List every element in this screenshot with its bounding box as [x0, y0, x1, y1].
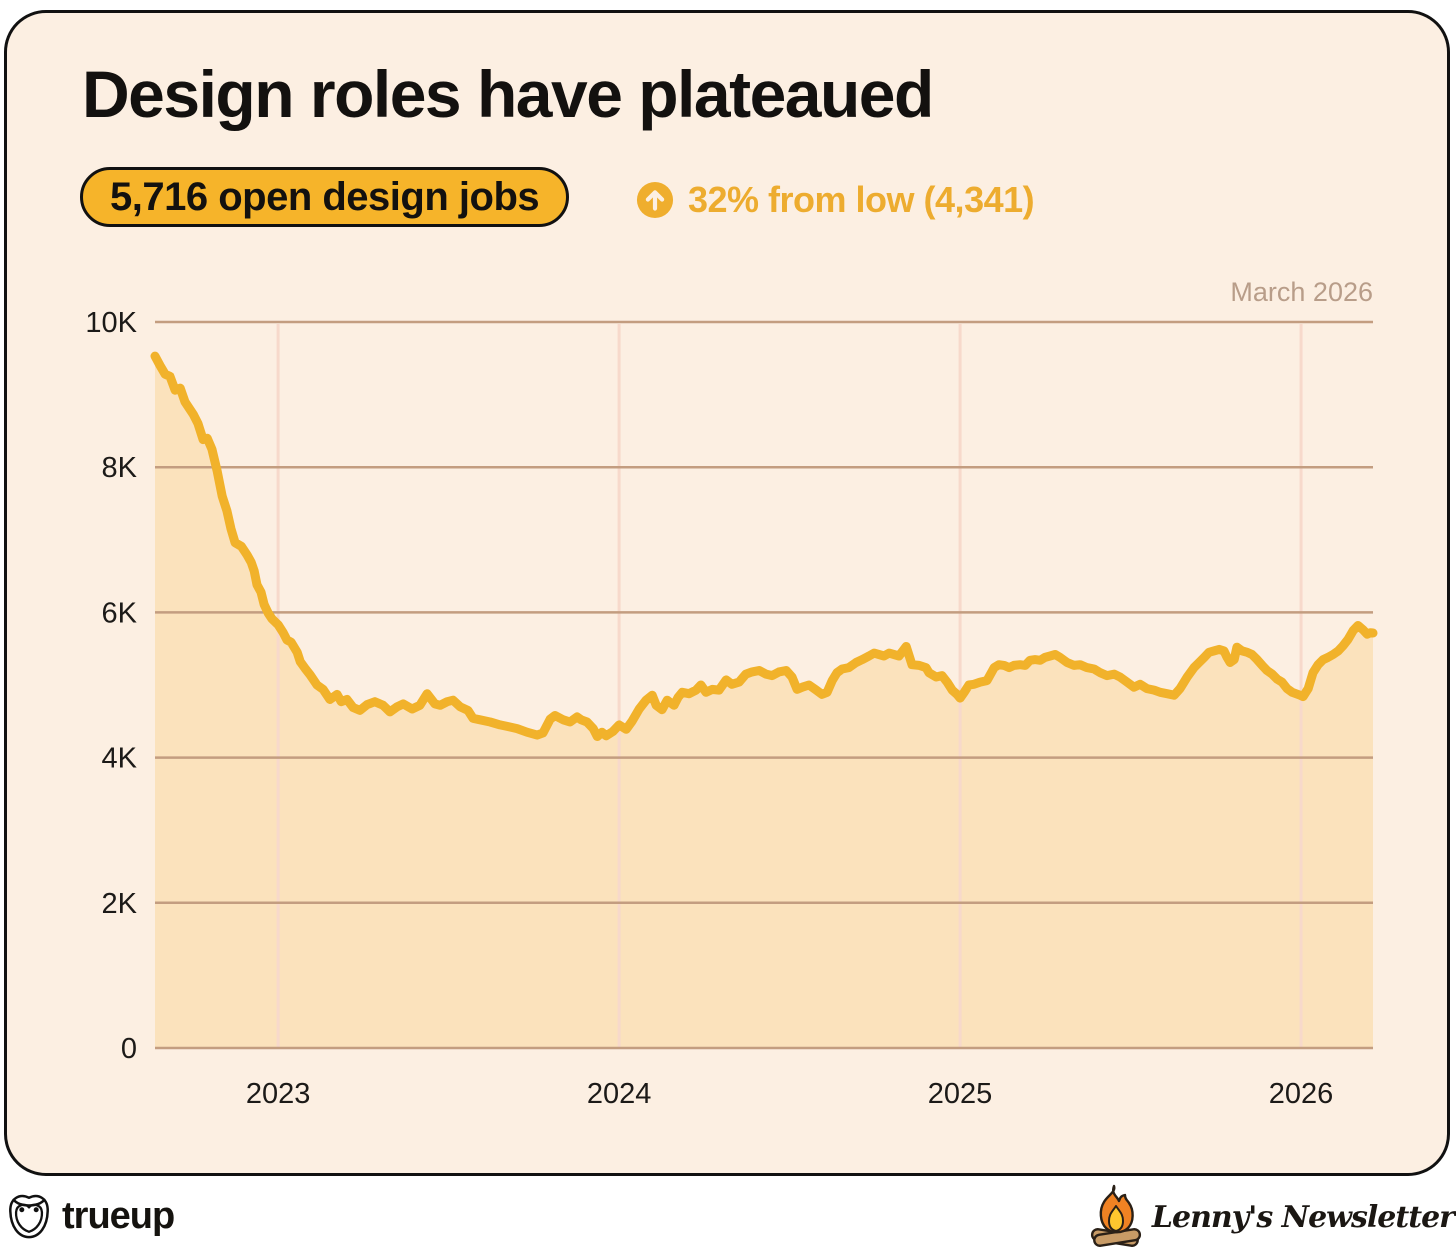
trueup-wordmark: trueup	[62, 1194, 175, 1237]
campfire-icon	[1084, 1182, 1148, 1252]
newsletter-attribution[interactable]: Lenny's Newsletter	[1084, 1182, 1455, 1252]
open-jobs-badge-label: 5,716 open design jobs	[110, 174, 540, 219]
arrow-up-circle-icon	[636, 181, 674, 219]
newsletter-wordmark: Lenny's Newsletter	[1151, 1199, 1455, 1235]
open-jobs-badge: 5,716 open design jobs	[80, 167, 570, 227]
delta-from-low: 32% from low (4,341)	[636, 178, 1035, 222]
owl-icon	[6, 1192, 52, 1240]
page-title: Design roles have plateaued	[82, 57, 934, 131]
trueup-brand[interactable]: trueup	[6, 1192, 175, 1240]
delta-text: 32% from low (4,341)	[688, 179, 1035, 220]
